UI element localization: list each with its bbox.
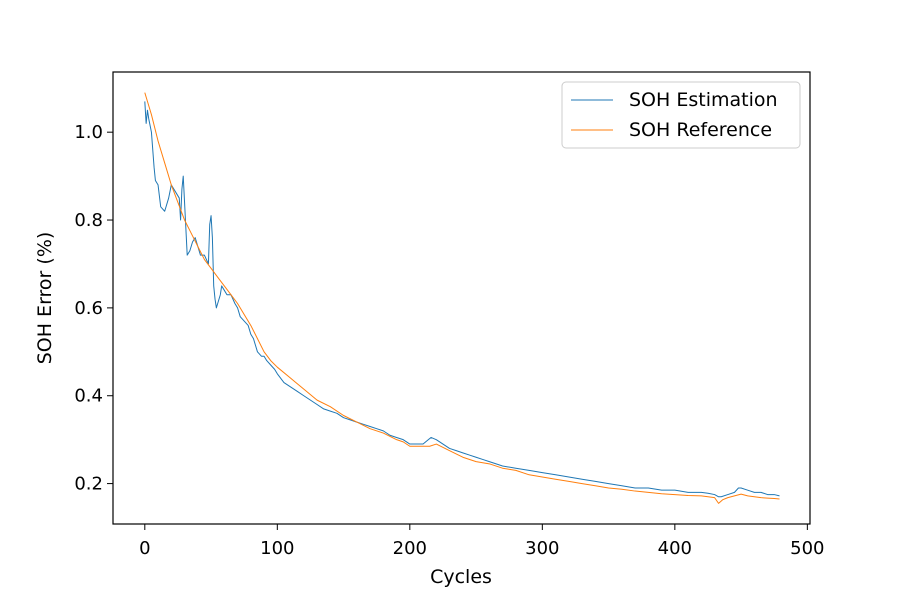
x-tick-label: 0: [139, 538, 150, 559]
legend-label-soh-reference: SOH Reference: [629, 119, 772, 141]
x-tick-label: 300: [525, 538, 559, 559]
legend-box: [561, 81, 801, 149]
x-axis-label: Cycles: [430, 566, 492, 588]
legend: SOH Estimation SOH Reference: [561, 81, 801, 149]
y-axis-label: SOH Error (%): [34, 232, 56, 365]
y-tick-label: 0.2: [74, 474, 103, 495]
x-tick-label: 400: [658, 538, 692, 559]
y-tick-label: 0.8: [74, 210, 103, 231]
legend-label-soh-estimation: SOH Estimation: [629, 89, 778, 111]
y-axis: 0.2 0.4 0.6 0.8 1.0: [74, 122, 113, 495]
plot-frame: [112, 71, 811, 525]
y-tick-label: 1.0: [74, 122, 103, 143]
y-tick-label: 0.4: [74, 386, 103, 407]
x-tick-label: 500: [790, 538, 824, 559]
x-tick-label: 100: [260, 538, 294, 559]
series-layer: [144, 92, 780, 504]
series-line-soh-reference: [144, 92, 780, 504]
y-tick-label: 0.6: [74, 298, 103, 319]
series-line-soh-estimation: [144, 101, 780, 498]
x-tick-label: 200: [393, 538, 427, 559]
x-axis: 0 100 200 300 400 500: [139, 524, 825, 559]
